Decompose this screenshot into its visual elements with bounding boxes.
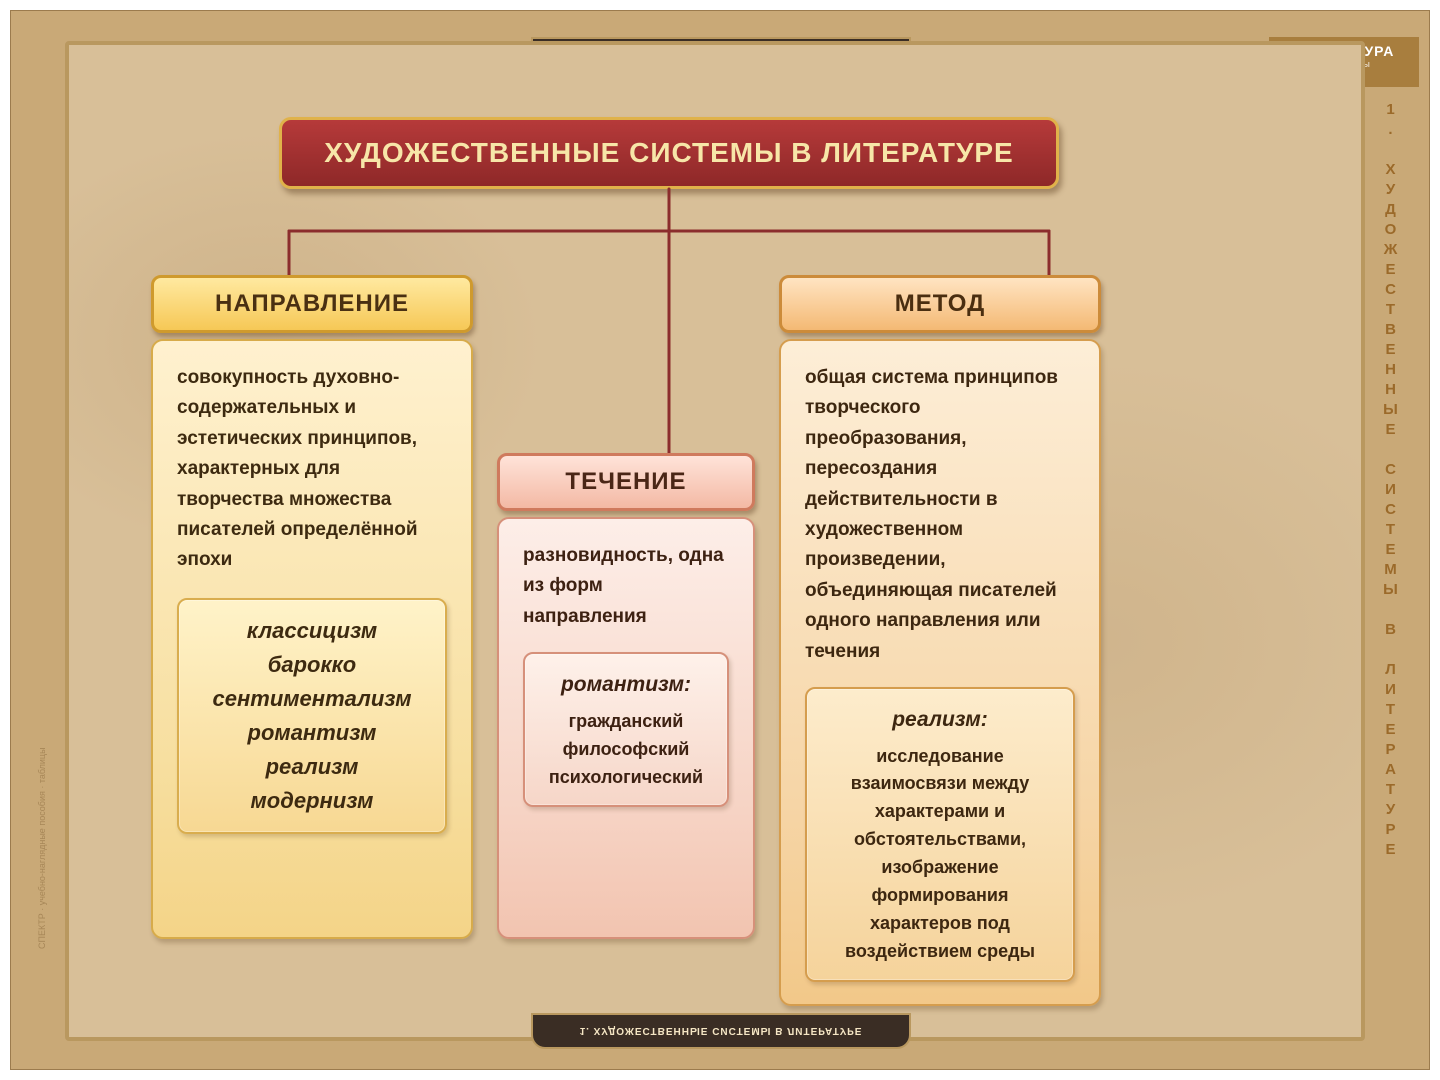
column-header-current: ТЕЧЕНИЕ (497, 453, 755, 511)
column-body-direction: совокупность духовно-содержательных и эс… (151, 339, 473, 939)
method-example-title: реализм: (823, 703, 1057, 737)
column-body-method: общая система принципов творческого прео… (779, 339, 1101, 1006)
column-body-current: разновидность, одна из форм направления … (497, 517, 755, 939)
current-example-item: философский (541, 736, 711, 764)
direction-definition: совокупность духовно-содержательных и эс… (177, 363, 447, 576)
column-header-direction: НАПРАВЛЕНИЕ (151, 275, 473, 333)
current-example-box: романтизм: гражданскийфилософскийпсихоло… (523, 652, 729, 807)
poster: ХУДОЖЕСТВЕННЫЕ СИСТЕМЫ В ЛИТЕРАТУРЕ НАПР… (65, 41, 1365, 1041)
publisher-brand: СПЕКТР · учебно-наглядные пособия · табл… (37, 689, 63, 949)
side-vertical-label: 1. ХУДОЖЕСТВЕННЫЕ СИСТЕМЫ В ЛИТЕРАТУРЕ (1379, 101, 1399, 901)
method-example-box: реализм: исследование взаимосвязи между … (805, 687, 1075, 982)
direction-example-item: реализм (195, 750, 429, 784)
direction-example-item: романтизм (195, 716, 429, 750)
main-title: ХУДОЖЕСТВЕННЫЕ СИСТЕМЫ В ЛИТЕРАТУРЕ (279, 117, 1059, 189)
direction-example-item: классицизм (195, 614, 429, 648)
footer-tab: 1. ХУДОЖЕСТВЕННЫЕ СИСТЕМЫ В ЛИТЕРАТУРЕ (531, 1013, 911, 1049)
direction-example-item: сентиментализм (195, 682, 429, 716)
column-header-method: МЕТОД (779, 275, 1101, 333)
current-example-items: гражданскийфилософскийпсихологический (541, 708, 711, 792)
current-example-item: психологический (541, 764, 711, 792)
current-example-item: гражданский (541, 708, 711, 736)
direction-example-item: модернизм (195, 784, 429, 818)
outer-frame: 1. ХУДОЖЕСТВЕННЫЕ СИСТЕМЫ В ЛИТЕРАТУРЕ Л… (10, 10, 1430, 1070)
method-definition: общая система принципов творческого прео… (805, 363, 1075, 667)
method-example-body: исследование взаимосвязи между характера… (823, 743, 1057, 966)
current-definition: разновидность, одна из форм направления (523, 541, 729, 632)
current-example-title: романтизм: (541, 668, 711, 702)
direction-examples-box: классицизмбароккосентиментализмромантизм… (177, 598, 447, 835)
direction-example-item: барокко (195, 648, 429, 682)
